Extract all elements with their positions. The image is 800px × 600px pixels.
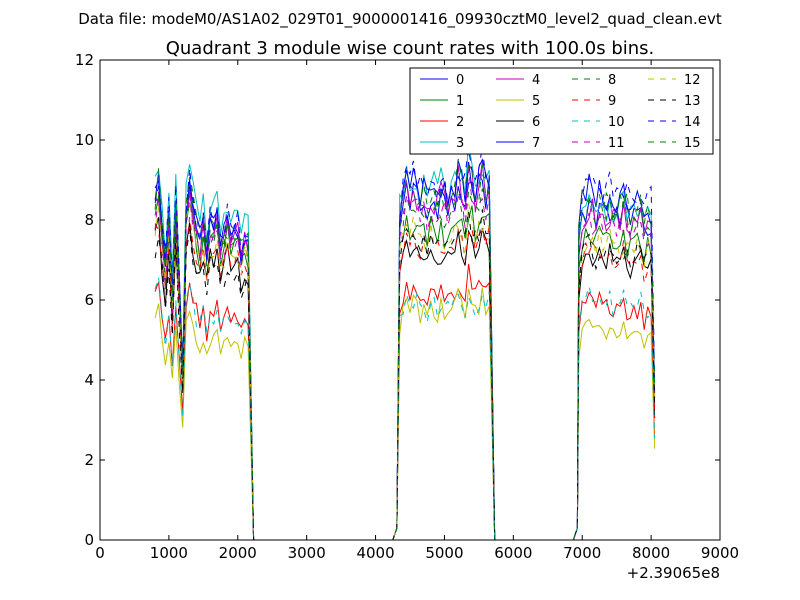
series-line-10 [154, 277, 656, 541]
legend-label-5: 5 [532, 94, 540, 109]
series-line-14 [154, 146, 656, 541]
series-line-6 [154, 217, 656, 541]
legend-box [409, 67, 714, 155]
series-line-11 [154, 169, 656, 541]
legend-label-3: 3 [456, 136, 464, 151]
y-tick-label: 4 [84, 371, 94, 389]
legend-label-9: 9 [608, 94, 616, 109]
legend-label-14: 14 [684, 115, 701, 130]
x-tick-label: 7000 [563, 544, 601, 562]
x-tick-label: 8000 [632, 544, 670, 562]
y-tick-label: 12 [75, 51, 94, 69]
y-tick-label: 8 [84, 211, 94, 229]
plot-area [154, 142, 656, 541]
series-line-9 [154, 217, 656, 541]
figure-suptitle: Data file: modeM0/AS1A02_029T01_90000014… [78, 10, 722, 29]
legend-label-1: 1 [456, 94, 464, 109]
legend-label-4: 4 [532, 73, 540, 88]
x-tick-label: 9000 [701, 544, 739, 562]
y-tick-label: 0 [84, 531, 94, 549]
x-tick-label: 0 [95, 544, 105, 562]
legend-label-7: 7 [532, 136, 540, 151]
series-line-13 [154, 209, 656, 541]
series-line-12 [154, 203, 656, 541]
x-tick-label: 5000 [425, 544, 463, 562]
legend-label-15: 15 [684, 136, 701, 151]
series-line-5 [154, 287, 656, 541]
series-line-1 [154, 195, 656, 541]
y-tick-label: 2 [84, 451, 94, 469]
legend-label-13: 13 [684, 94, 701, 109]
legend-label-12: 12 [684, 73, 701, 88]
x-tick-label: 2000 [219, 544, 257, 562]
x-tick-label: 6000 [494, 544, 532, 562]
legend-label-6: 6 [532, 115, 540, 130]
legend-label-11: 11 [608, 136, 625, 151]
series-line-3 [154, 142, 656, 541]
x-tick-label: 3000 [288, 544, 326, 562]
x-offset-label: +2.39065e8 [627, 564, 720, 582]
series-line-15 [154, 158, 656, 541]
x-tick-label: 1000 [150, 544, 188, 562]
legend-label-8: 8 [608, 73, 616, 88]
legend-label-0: 0 [456, 73, 464, 88]
y-tick-label: 6 [84, 291, 94, 309]
x-tick-label: 4000 [356, 544, 394, 562]
series-line-7 [154, 158, 656, 541]
legend-label-2: 2 [456, 115, 464, 130]
series-line-8 [155, 184, 656, 541]
chart-title: Quadrant 3 module wise count rates with … [166, 38, 655, 59]
legend-label-10: 10 [608, 115, 625, 130]
axes: 0 1000 2000 3000 4000 5000 6000 7000 8000 9000 0 2 4… [75, 51, 739, 562]
y-tick-label: 10 [75, 131, 94, 149]
